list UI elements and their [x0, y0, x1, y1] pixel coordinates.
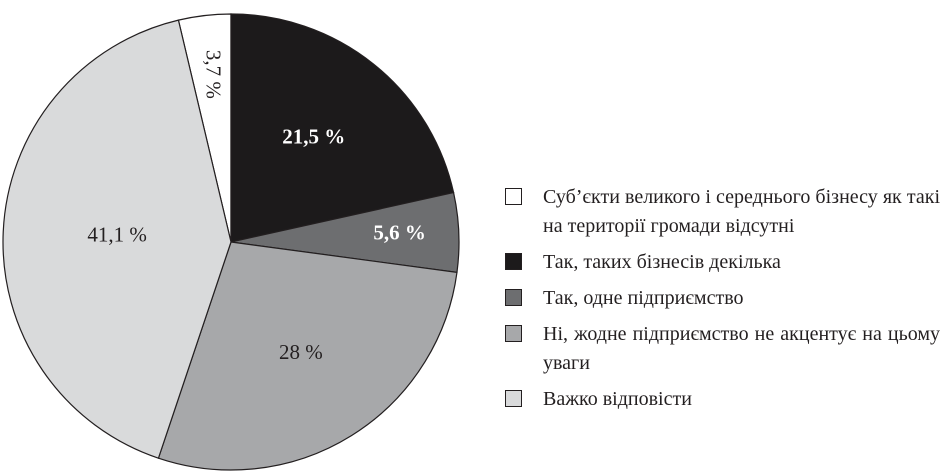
legend-label: Ні, жодне підприємство не акцентує на ць… [543, 323, 940, 374]
legend-swatch [505, 188, 522, 205]
slice-label: 41,1 % [87, 223, 147, 247]
legend-item: Так, одне підприємство [500, 284, 940, 313]
pie-area: 3,7 % 21,5 % 5,6 % 28 % 41,1 % [2, 13, 460, 471]
legend-label: Так, одне підприємство [543, 287, 744, 309]
slice-label: 21,5 % [282, 125, 345, 149]
legend-label: Суб’єкти великого і середнього бізнесу я… [543, 186, 940, 237]
pie-slice [230, 13, 455, 243]
legend-swatch [505, 390, 522, 407]
slice-label: 3,7 % [202, 50, 226, 99]
legend: Суб’єкти великого і середнього бізнесу я… [500, 183, 940, 421]
pie-slice [157, 241, 458, 471]
legend-label: Так, таких бізнесів декілька [543, 251, 781, 273]
legend-swatch [505, 253, 522, 270]
legend-item: Так, таких бізнесів декілька [500, 248, 940, 277]
legend-swatch [505, 289, 522, 306]
slice-label: 5,6 % [373, 221, 426, 245]
legend-swatch [505, 325, 522, 342]
pie-slice [2, 19, 232, 459]
slice-label: 28 % [279, 340, 323, 364]
legend-item: Важко відповісти [500, 385, 940, 414]
legend-item: Ні, жодне підприємство не акцентує на ць… [500, 320, 940, 378]
legend-item: Суб’єкти великого і середнього бізнесу я… [500, 183, 940, 241]
legend-label: Важко відповісти [543, 388, 692, 410]
